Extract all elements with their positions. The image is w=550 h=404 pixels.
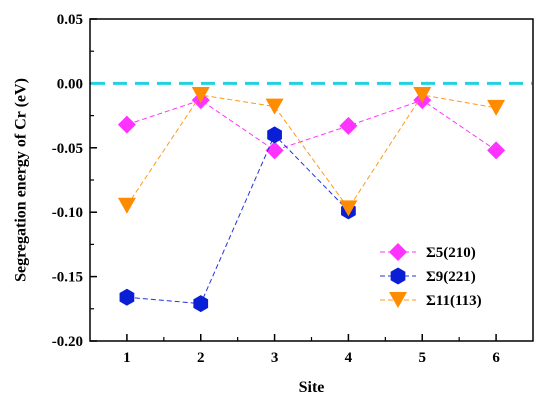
series-line (126, 94, 497, 210)
legend-marker (389, 292, 407, 308)
x-tick-label: 3 (271, 350, 279, 366)
data-point (339, 116, 358, 135)
y-axis-title: Segregation energy of Cr (eV) (13, 78, 30, 282)
legend-label: Σ5(210) (426, 245, 476, 261)
y-tick-label: 0.00 (57, 76, 83, 92)
data-point (117, 197, 136, 214)
data-point (117, 115, 136, 134)
data-point (193, 295, 209, 313)
y-tick-label: -0.15 (52, 270, 83, 286)
x-axis-ticks: 1 2 3 4 5 6 (123, 334, 500, 366)
data-point (487, 141, 506, 160)
legend-marker (390, 267, 406, 285)
series-layer (117, 86, 506, 313)
data-point (267, 126, 282, 144)
legend-label: Σ9(221) (426, 269, 476, 285)
x-tick-label: 6 (492, 350, 500, 366)
data-point (487, 99, 506, 116)
series-line (126, 99, 497, 151)
x-tick-label: 1 (123, 350, 131, 366)
data-point (191, 86, 210, 103)
data-point (265, 141, 284, 160)
legend-item: Σ11(113) (380, 292, 482, 309)
x-tick-label: 4 (345, 350, 353, 366)
legend-item: Σ5(210) (380, 243, 476, 261)
series-3 (117, 86, 506, 217)
y-tick-label: -0.20 (52, 334, 83, 350)
data-point (119, 288, 135, 306)
y-tick-label: -0.05 (52, 141, 83, 157)
data-point (413, 86, 432, 103)
y-tick-label: -0.10 (52, 205, 83, 221)
x-tick-label: 2 (197, 350, 205, 366)
plot-frame (89, 18, 534, 342)
series-2 (119, 126, 356, 313)
legend-marker (389, 243, 407, 261)
y-tick-label: 0.05 (57, 12, 83, 28)
data-point (265, 98, 284, 115)
legend: Σ5(210) Σ9(221) Σ11(113) (380, 243, 482, 309)
series-line (126, 134, 349, 305)
x-tick-label: 5 (419, 350, 427, 366)
legend-item: Σ9(221) (380, 267, 476, 285)
series-1 (117, 91, 506, 160)
y-axis-ticks: -0.20 -0.15 -0.10 -0.05 0.00 0.05 (52, 12, 97, 350)
data-point (339, 200, 358, 217)
x-axis-title: Site (299, 379, 325, 396)
legend-label: Σ11(113) (426, 293, 482, 309)
